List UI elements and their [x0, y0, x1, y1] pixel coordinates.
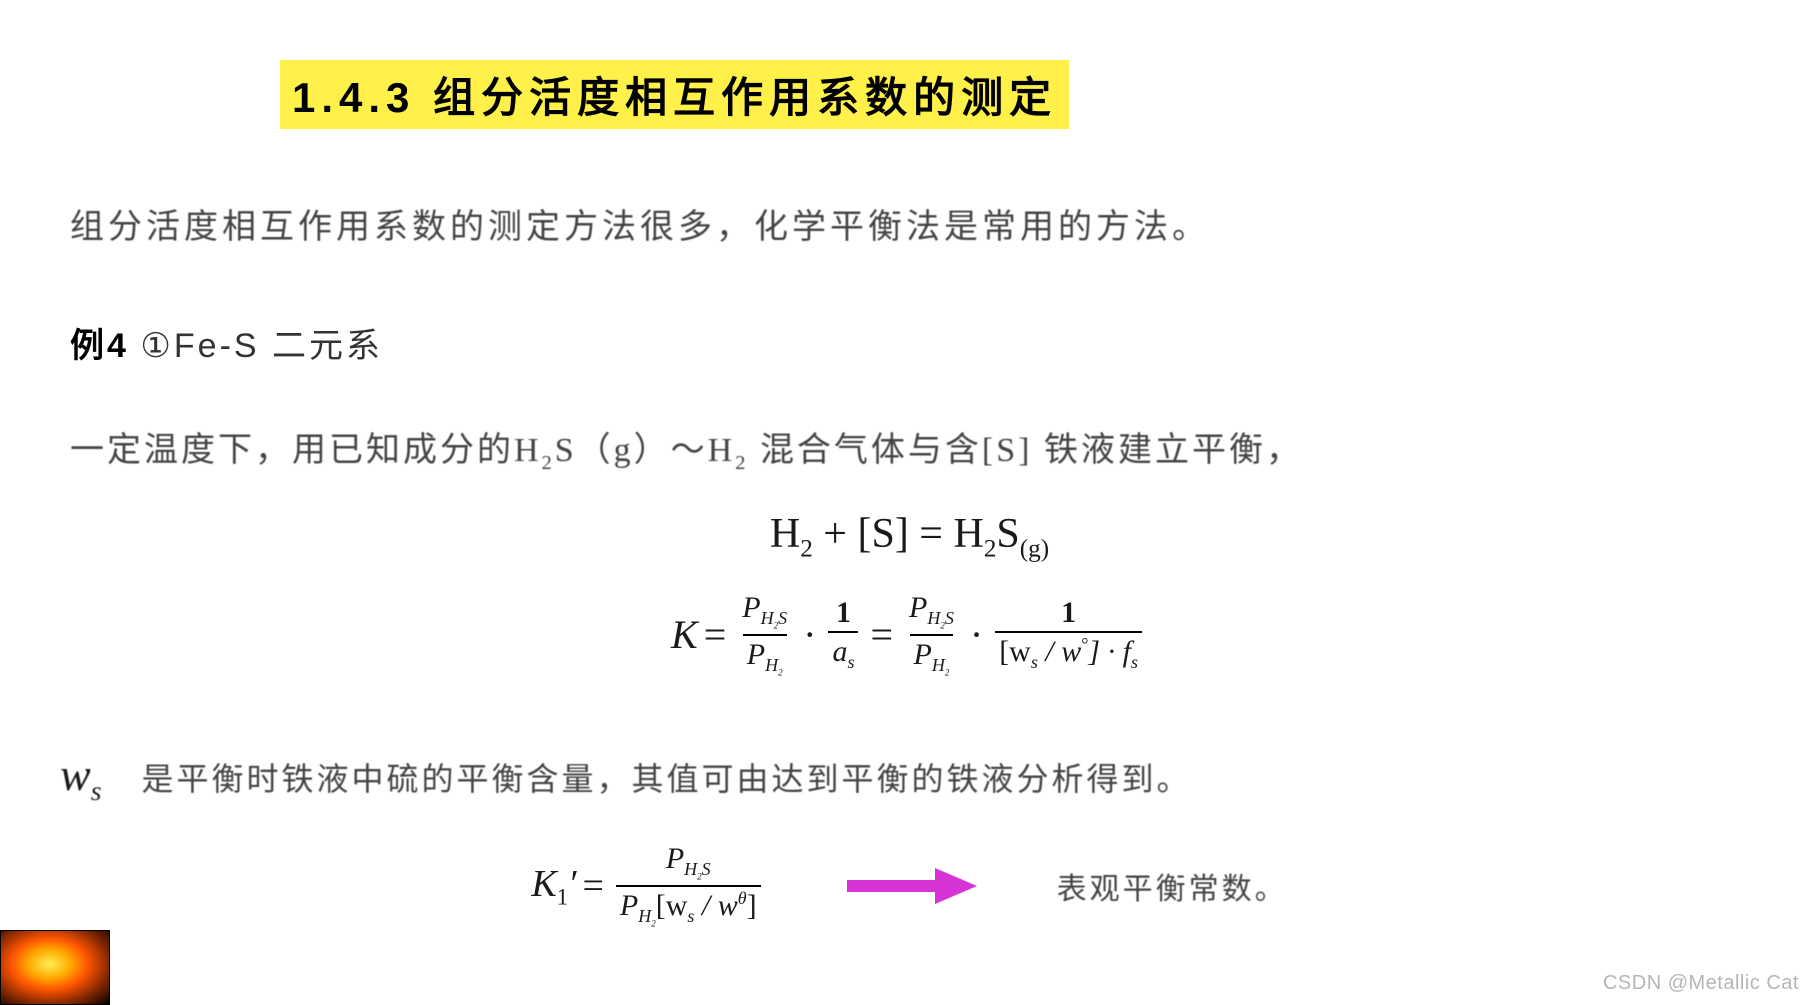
superscript: θ: [738, 888, 747, 908]
equation-block: H2 + [S] = H2S(g) K = PH2S PH2 · 1 as = …: [70, 510, 1749, 678]
ws-definition-text: 是平衡时铁液中硫的平衡含量，其值可由达到平衡的铁液分析得到。: [141, 754, 1191, 800]
symbol: P: [620, 889, 638, 922]
fraction: 1 [ws / w°] · fs: [989, 596, 1148, 673]
symbol: [w: [999, 635, 1031, 668]
subscript: S: [778, 608, 787, 628]
text-fragment: 混合气体与含[S] 铁液建立平衡，: [748, 432, 1303, 469]
equals-sign: =: [582, 864, 603, 908]
subscript: (g): [1020, 535, 1049, 562]
arrow-icon: [847, 868, 977, 904]
fraction: 1 as: [822, 596, 864, 673]
subscript: 2: [984, 535, 997, 562]
fraction: PH2S PH2: [732, 591, 797, 678]
numeral: 1: [832, 596, 855, 631]
subscript: 2: [778, 667, 783, 677]
dot-operator: ·: [803, 611, 816, 658]
fraction: PH2S PH2[ws / wθ]: [610, 842, 767, 929]
numeral: 1: [1057, 596, 1080, 631]
subscript: S: [945, 608, 954, 628]
subscript: H: [765, 655, 778, 675]
example-system: ①Fe-S 二元系: [140, 327, 383, 365]
fraction: PH2S PH2: [899, 591, 964, 678]
example-line: 例4 ①Fe-S 二元系: [70, 318, 1749, 367]
subscript: H: [761, 608, 774, 628]
symbol: P: [666, 842, 684, 875]
subscript: 2: [735, 452, 748, 474]
equals-sign: =: [704, 611, 727, 658]
ws-definition-row: ws 是平衡时铁液中硫的平衡含量，其值可由达到平衡的铁液分析得到。: [70, 748, 1749, 807]
symbol: ] · f: [1088, 635, 1131, 668]
subscript: H: [927, 608, 940, 628]
symbol: a: [832, 635, 847, 668]
subscript: 2: [800, 535, 813, 562]
apparent-k-equation: K1′ = PH2S PH2[ws / wθ]: [531, 842, 766, 929]
slide-thumbnail: [0, 930, 110, 1005]
symbol: w: [60, 749, 91, 800]
reaction-equation: H2 + [S] = H2S(g): [770, 510, 1049, 563]
symbol: / w: [1038, 635, 1081, 668]
symbol: P: [742, 591, 760, 624]
ws-symbol: ws: [60, 748, 101, 807]
symbol: S: [996, 511, 1019, 557]
symbol: K: [531, 863, 556, 905]
symbol: ]: [747, 889, 757, 922]
subscript: H: [932, 655, 945, 675]
dot-operator: ·: [970, 611, 983, 658]
symbol: [w: [656, 889, 688, 922]
equilibrium-constant-equation: K = PH2S PH2 · 1 as = PH2S PH2 · 1 [ws /…: [671, 591, 1148, 678]
subscript: 1: [557, 884, 568, 909]
subscript: s: [1031, 652, 1038, 672]
subscript: s: [847, 652, 854, 672]
prime-symbol: ′: [568, 863, 576, 905]
subscript: S: [702, 859, 711, 879]
watermark-text: CSDN @Metallic Cat: [1603, 972, 1799, 995]
condition-paragraph: 一定温度下，用已知成分的H2S（g）～H2 混合气体与含[S] 铁液建立平衡，: [70, 422, 1749, 475]
text-fragment: S（g）～H: [555, 432, 735, 469]
subscript: s: [91, 775, 102, 806]
apparent-k-row: K1′ = PH2S PH2[ws / wθ] 表观平衡常数。: [70, 842, 1749, 929]
text-fragment: 一定温度下，用已知成分的H: [70, 432, 542, 469]
equals-sign: =: [870, 611, 893, 658]
subscript: 2: [542, 452, 555, 474]
symbol: / w: [694, 889, 737, 922]
section-heading: 1.4.3 组分活度相互作用系数的测定: [280, 60, 1069, 129]
symbol: P: [747, 638, 765, 671]
symbol: P: [909, 591, 927, 624]
variable-k: K: [671, 611, 698, 658]
subscript: H: [638, 906, 651, 926]
subscript: s: [1131, 652, 1138, 672]
symbol: P: [914, 638, 932, 671]
subscript: 2: [945, 667, 950, 677]
intro-paragraph: 组分活度相互作用系数的测定方法很多，化学平衡法是常用的方法。: [70, 199, 1749, 248]
symbol: + [S] = H: [813, 511, 984, 557]
arrow-label: 表观平衡常数。: [1057, 864, 1288, 908]
subscript: H: [684, 859, 697, 879]
example-label: 例4: [70, 327, 129, 365]
symbol: H: [770, 511, 800, 557]
